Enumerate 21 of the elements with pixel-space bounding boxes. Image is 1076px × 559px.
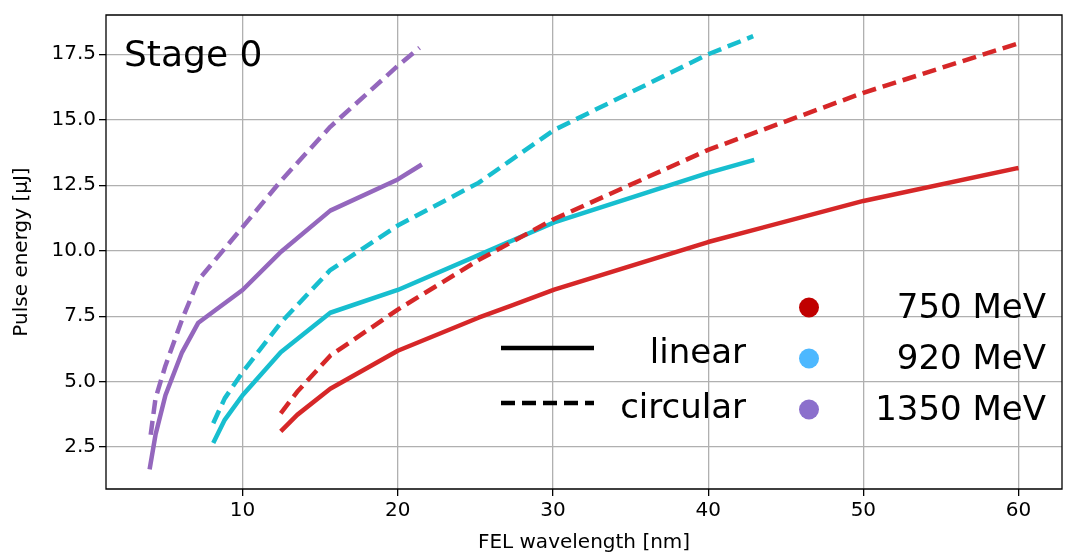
y-tick-label: 15.0	[51, 105, 96, 130]
legend-label: 920 MeV	[896, 337, 1046, 378]
legend-label: circular	[620, 385, 747, 426]
y-tick-label: 17.5	[51, 40, 96, 65]
legend-label: 750 MeV	[896, 286, 1046, 327]
y-axis-title: Pulse energy [μJ]	[8, 167, 33, 337]
legend-label: linear	[649, 330, 747, 371]
x-tick-label: 30	[540, 497, 566, 522]
y-tick-label: 12.5	[51, 171, 96, 196]
x-tick-label: 20	[385, 497, 411, 522]
x-tick-label: 60	[1005, 497, 1032, 522]
y-tick-label: 10.0	[51, 236, 96, 261]
legend-label: 1350 MeV	[875, 388, 1046, 429]
x-tick-label: 40	[695, 497, 721, 522]
x-axis-title: FEL wavelength [nm]	[477, 529, 691, 554]
y-tick-label: 7.5	[64, 302, 96, 327]
x-tick-label: 10	[229, 497, 256, 522]
annotation: Stage 0	[124, 33, 263, 75]
y-tick-label: 2.5	[64, 433, 96, 458]
x-tick-label: 50	[850, 497, 877, 522]
y-tick-label: 5.0	[64, 367, 96, 392]
